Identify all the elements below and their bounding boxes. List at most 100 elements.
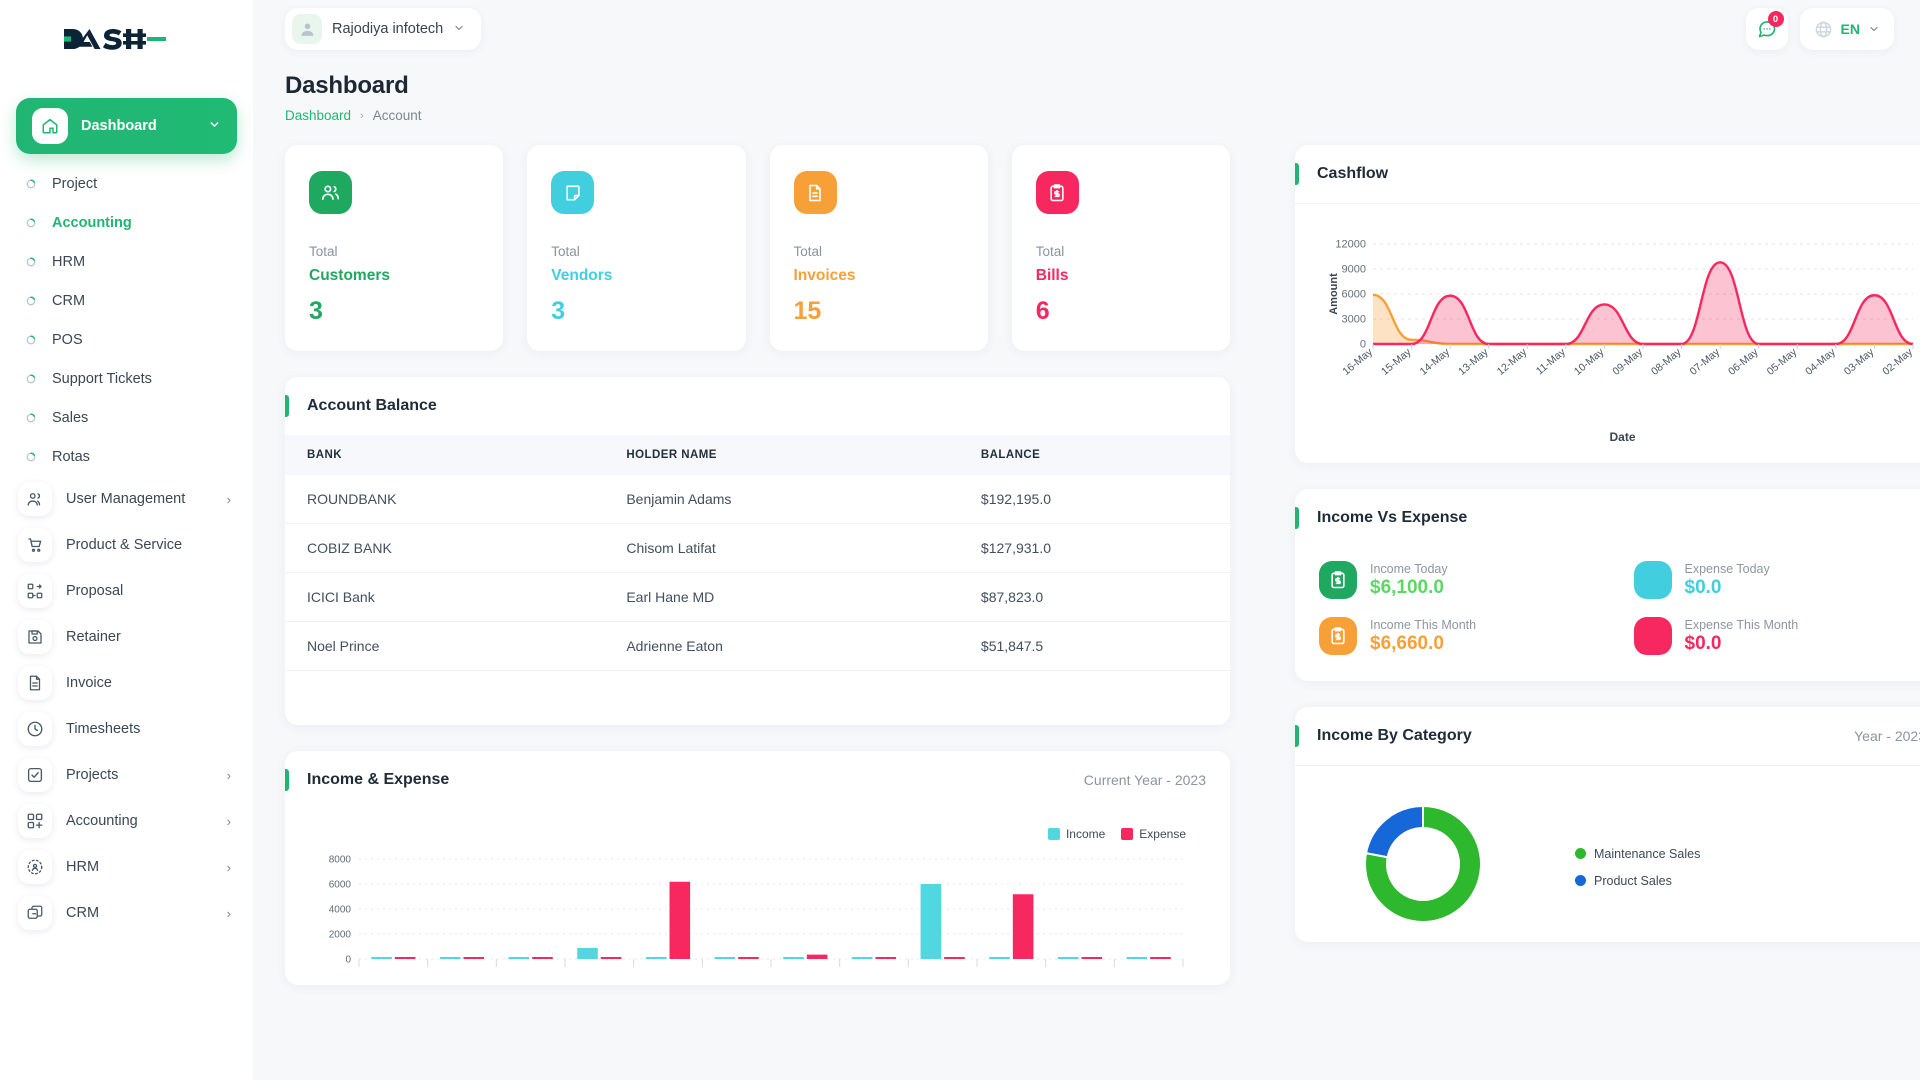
stat-total-label: Total [1035,244,1065,259]
bar-chart-svg: 0 2000 4000 6000 8000 [329,855,1184,967]
sidebar-item-crm[interactable]: CRM › [0,890,253,936]
card-title: Income Vs Expense [1317,509,1468,526]
company-switcher[interactable]: Rajodiya infotech [285,8,482,50]
svg-text:06-May: 06-May [1726,346,1761,378]
table-cell: Adrienne Eaton [606,621,961,671]
breadcrumb-root[interactable]: Dashboard [285,108,352,123]
stat-name: Customers [309,267,390,284]
account-balance-table: BANK HOLDER NAME BALANCE ROUNDBANK Benjamin… [285,435,1230,671]
income-expense-chart: Income Expense 0 2000 4000 6000 8000 [285,809,1230,985]
sidebar-item-projects[interactable]: Projects › [0,752,253,798]
table-cell: $51,847.5 [960,621,1230,671]
sidebar-item-crm[interactable]: CRM [0,281,253,320]
column-header: BALANCE [960,435,1230,475]
sidebar: Dashboard Project Accounting HRM CRM POS Supp… [0,0,253,1080]
checkbox-icon [18,758,52,792]
table-cell: COBIZ BANK [285,523,607,573]
stat-card-vendors[interactable]: Total Vendors 3 [527,145,746,351]
chevron-right-icon: › [226,905,231,921]
svg-text:2000: 2000 [329,930,352,941]
cashflow-chart: 0 3000 6000 9000 12000 Amount 16-May 15-May 14-M… [1295,203,1920,463]
sidebar-item-pos[interactable]: POS [0,320,253,359]
sidebar-item-accounting[interactable]: Accounting › [0,798,253,844]
sidebar-item-label: Accounting [66,813,138,829]
sidebar-item-hrm[interactable]: HRM [0,242,253,281]
donut-chart-svg [1364,804,1482,923]
stat-card-invoices[interactable]: Total Invoices 15 [769,145,988,351]
stat-total-label: Total [551,244,580,259]
table-cell: $87,823.0 [960,572,1230,622]
accent-bar [285,769,289,791]
sidebar-sub-list: Project Accounting HRM CRM POS Support Ticket… [0,164,253,476]
legend-label: Product Sales [1594,873,1672,888]
dot-icon [21,413,41,423]
sidebar-item-label: Projects [66,767,119,783]
svg-text:14-May: 14-May [1418,346,1453,378]
table-footer-space [285,671,1230,725]
sidebar-item-user-management[interactable]: User Management › [0,476,253,522]
stat-name: Bills [1035,267,1069,284]
dot-icon [21,218,41,228]
svg-text:16-May: 16-May [1340,346,1375,378]
metric-value: $6,660.0 [1370,632,1444,654]
dot-icon [21,296,41,306]
sidebar-item-invoice[interactable]: Invoice [0,660,253,706]
sidebar-item-rotas[interactable]: Rotas [0,437,253,476]
column-header: BANK [285,435,607,475]
sidebar-item-sales[interactable]: Sales [0,398,253,437]
stat-card-bills[interactable]: Total Bills 6 [1011,145,1230,351]
sidebar-item-proposal[interactable]: Proposal [0,568,253,614]
sidebar-item-timesheets[interactable]: Timesheets [0,706,253,752]
sidebar-item-dashboard[interactable]: Dashboard [16,98,237,154]
sidebar-item-support-tickets[interactable]: Support Tickets [0,359,253,398]
dotted-circle-icon [18,850,52,884]
people-icon [309,171,352,214]
table-row: COBIZ BANK Chisom Latifat $127,931.0 [285,523,1230,573]
cashflow-xlabel: Date [1609,430,1636,444]
stat-value: 3 [551,297,566,325]
chevron-down-icon [208,118,221,134]
card-title: Income By Category [1317,727,1472,744]
svg-text:3000: 3000 [1342,314,1366,326]
income-by-category-card: Income By Category Year - 2023 Maintenan… [1295,707,1920,942]
donut-legend-item: Maintenance Sales [1575,847,1700,861]
svg-text:11-May: 11-May [1534,346,1569,378]
table-body: ROUNDBANK Benjamin Adams $192,195.0 COBIZ B… [285,475,1230,671]
breadcrumb-current: Account [372,108,422,123]
sidebar-item-retainer[interactable]: Retainer [0,614,253,660]
legend-label: Maintenance Sales [1594,846,1701,861]
svg-text:Amount: Amount [1328,273,1340,315]
chat-button[interactable]: 0 [1745,8,1788,50]
sidebar-item-project[interactable]: Project [0,164,253,203]
stat-card-customers[interactable]: Total Customers 3 [285,145,504,351]
legend-dot [1575,875,1586,886]
column-header: HOLDER NAME [606,435,961,475]
logo[interactable] [0,0,253,78]
card-header: Income & Expense Current Year - 2023 [285,751,1230,809]
table-cell: ROUNDBANK [285,475,607,524]
donut-legend-item: Product Sales [1575,874,1700,888]
metric-label: Income Today [1370,561,1448,576]
svg-text:10-May: 10-May [1572,346,1607,378]
sidebar-item-product-service[interactable]: Product & Service [0,522,253,568]
card-subtitle: Year - 2023 [1854,728,1920,744]
stat-value: 15 [793,297,822,325]
language-selector[interactable]: EN [1799,8,1894,50]
legend-item: Expense [1121,827,1186,841]
legend-label: Expense [1139,827,1186,841]
metric-value: $0.0 [1684,632,1722,654]
sidebar-item-hrm[interactable]: HRM › [0,844,253,890]
chart-legend: Income Expense [303,827,1212,841]
table-cell: $192,195.0 [960,475,1230,524]
page-header: Dashboard Dashboard › Account [253,58,1920,123]
home-icon [32,108,68,144]
stat-name: Vendors [551,267,613,284]
chevron-right-icon: › [226,491,231,507]
proposal-icon [18,574,52,608]
sidebar-item-accounting[interactable]: Accounting [0,203,253,242]
svg-text:8000: 8000 [329,855,352,866]
users-icon [18,482,52,516]
sidebar-item-label: Support Tickets [52,370,152,387]
sidebar-item-label: Invoice [66,675,112,691]
sidebar-item-label: CRM [66,905,100,921]
